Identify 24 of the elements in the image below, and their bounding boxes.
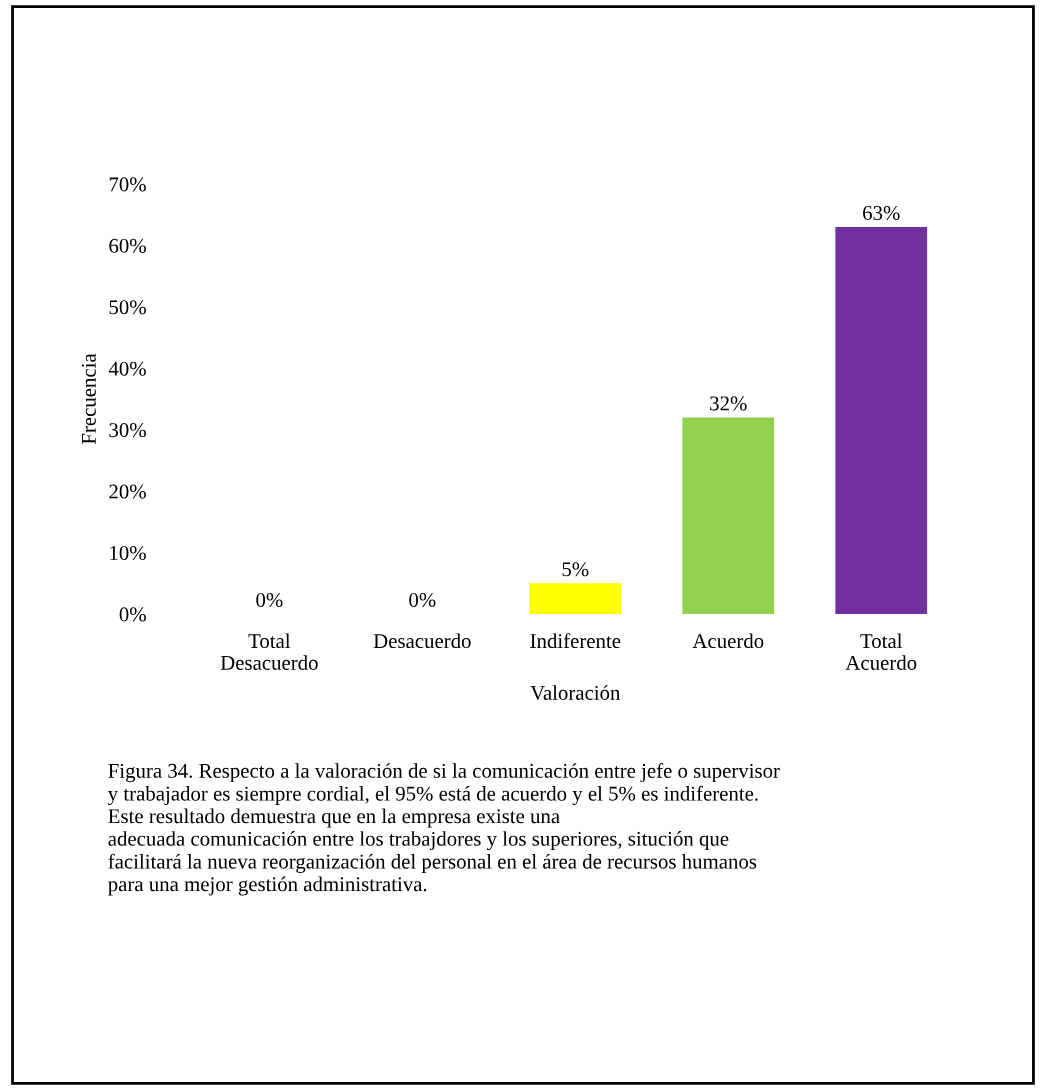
x-tick-label: Total Desacuerdo [220,633,318,670]
data-label: 32% [710,396,747,411]
y-axis-title: Frecuencia [81,353,96,445]
x-axis-title: Valoración [530,685,621,700]
data-label: 0% [256,592,283,608]
text: Figura 34. Respecto a la valoración de si la comunicación entre jefe o supervisor y trabajador es siempre cordial, el 95% está de acuerdo y el 5% es indiferente. Este resultado demuestra que en la empresa existe una adecuada comunicación entre los trabajdores y los superiores, situción que facilitará la nueva reorganización del personal en el área de recursos humanos para una mejor gestión administrativa. [107,763,780,896]
x-tick-label: Total Acuerdo [845,633,917,670]
y-tick-label: 50% [109,300,146,315]
y-tick-label: 0% [119,607,146,622]
y-tick-label: 40% [108,361,146,376]
y-tick-label: 20% [109,484,146,499]
y-tick-label: 10% [110,545,146,561]
bar [835,226,928,614]
y-tick-label: 70% [109,177,146,192]
data-label: 5% [562,562,589,577]
x-tick-label: Acuerdo [692,633,764,649]
x-tick-label: Desacuerdo [373,633,471,649]
bar [682,417,775,614]
data-label: 63% [863,205,900,221]
y-tick-label: 60% [109,238,146,253]
x-tick-label: Indiferente [530,633,621,649]
data-label: 0% [409,592,436,608]
y-tick-label: 30% [109,423,146,438]
bar [529,583,622,614]
